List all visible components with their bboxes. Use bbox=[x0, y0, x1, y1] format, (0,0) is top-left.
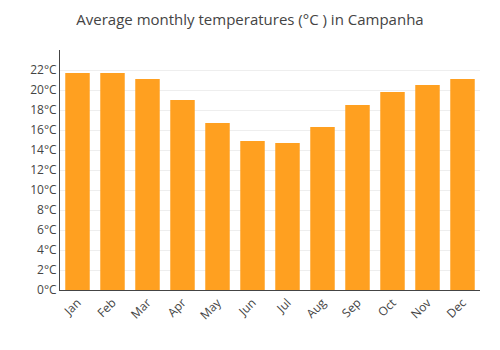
svg-text:May: May bbox=[196, 294, 225, 323]
svg-text:Mar: Mar bbox=[127, 294, 155, 322]
svg-text:Jul: Jul bbox=[272, 294, 294, 316]
svg-text:Jan: Jan bbox=[60, 294, 85, 319]
svg-text:8°C: 8°C bbox=[37, 201, 57, 218]
svg-text:Feb: Feb bbox=[93, 294, 119, 320]
svg-text:Average monthly temperatures (: Average monthly temperatures (°C ) in Ca… bbox=[76, 9, 423, 29]
svg-text:Nov: Nov bbox=[407, 294, 435, 322]
svg-text:16°C: 16°C bbox=[30, 121, 57, 138]
svg-text:Oct: Oct bbox=[374, 294, 400, 320]
svg-text:20°C: 20°C bbox=[30, 81, 57, 98]
svg-text:12°C: 12°C bbox=[30, 161, 57, 178]
svg-text:18°C: 18°C bbox=[30, 101, 57, 118]
svg-text:22°C: 22°C bbox=[30, 61, 57, 78]
svg-text:0°C: 0°C bbox=[37, 281, 57, 298]
svg-text:Dec: Dec bbox=[443, 294, 470, 321]
svg-text:Apr: Apr bbox=[164, 294, 190, 320]
svg-text:4°C: 4°C bbox=[37, 241, 57, 258]
svg-text:10°C: 10°C bbox=[30, 181, 57, 198]
svg-text:Jun: Jun bbox=[234, 294, 259, 319]
svg-text:Sep: Sep bbox=[338, 294, 365, 321]
svg-text:14°C: 14°C bbox=[30, 141, 57, 158]
svg-text:2°C: 2°C bbox=[37, 261, 57, 278]
svg-text:Aug: Aug bbox=[302, 294, 330, 322]
svg-text:6°C: 6°C bbox=[37, 221, 57, 238]
